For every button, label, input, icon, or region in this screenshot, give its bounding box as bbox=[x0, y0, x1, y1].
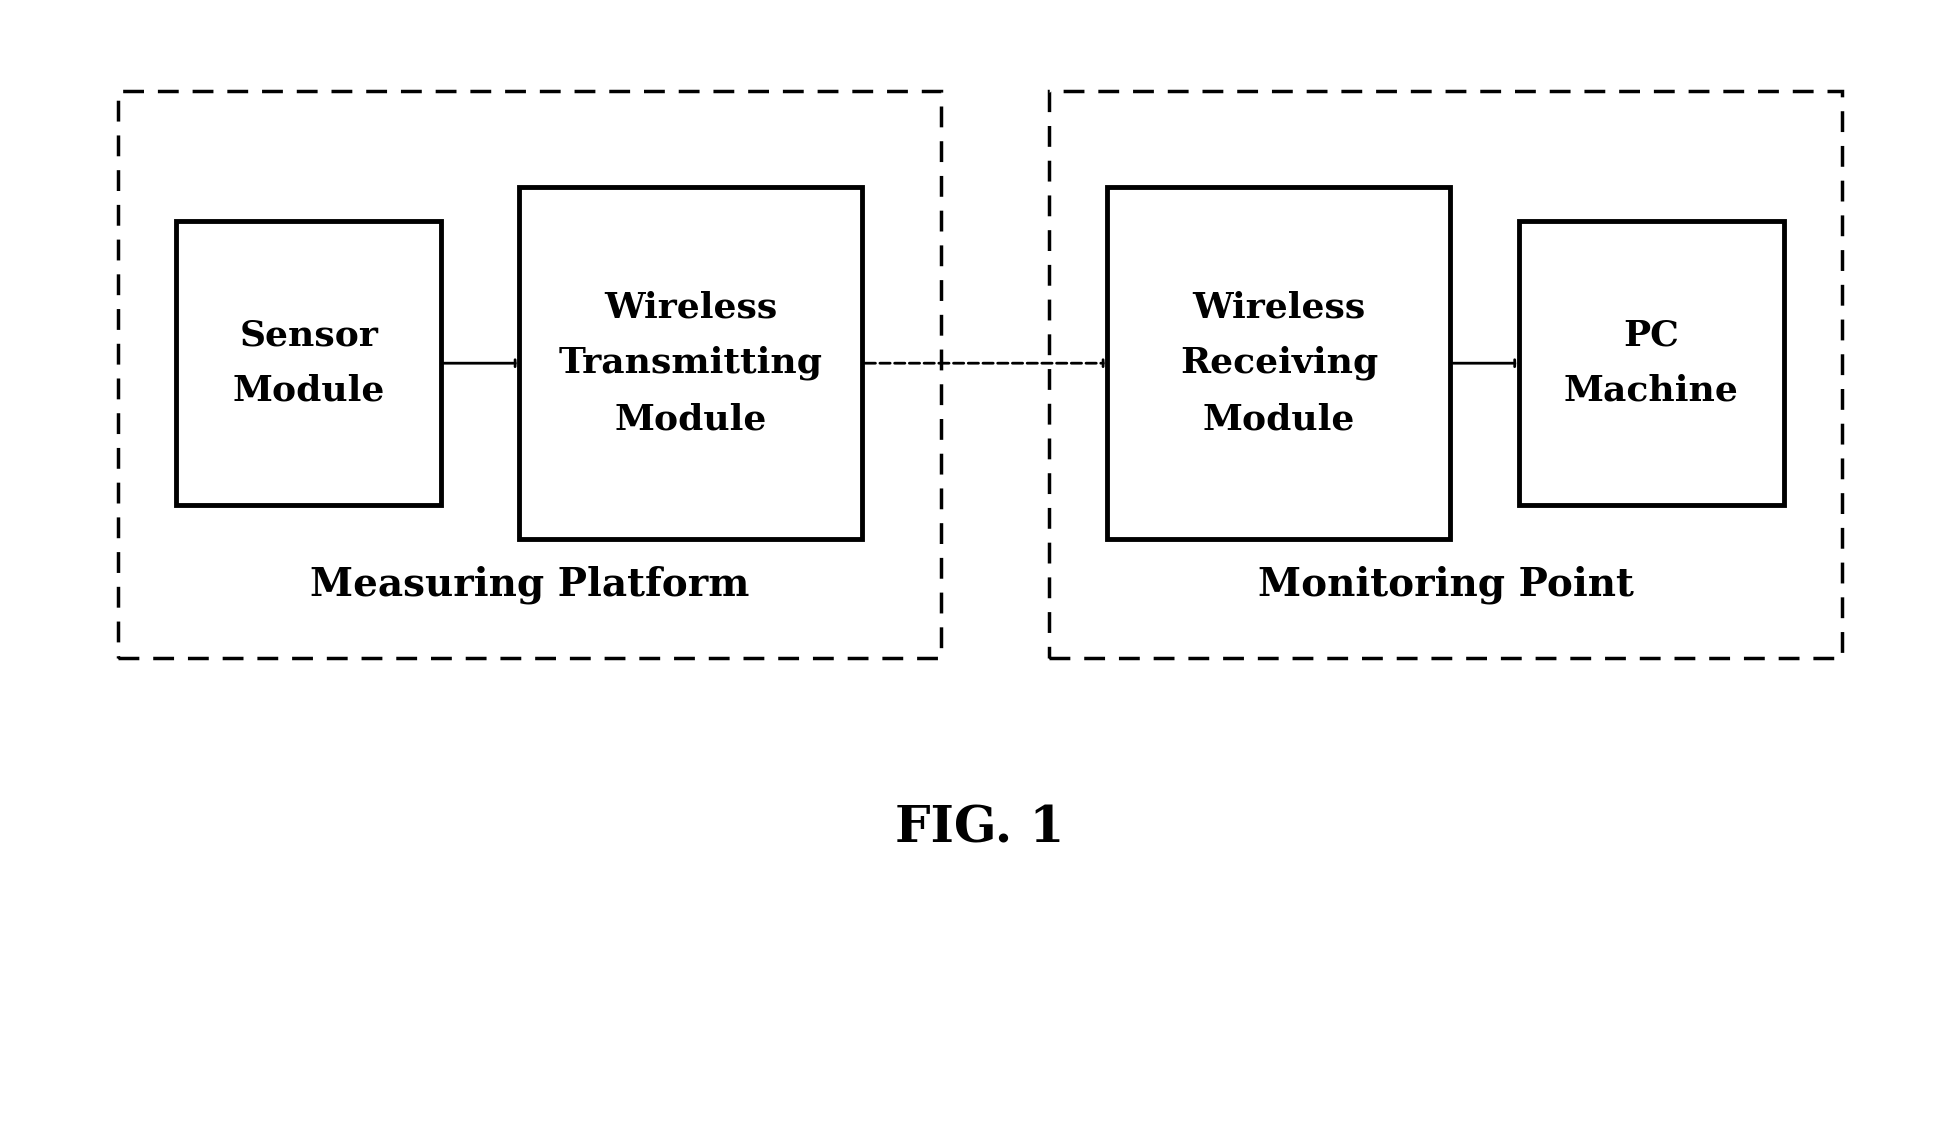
Text: PC
Machine: PC Machine bbox=[1564, 319, 1739, 407]
Text: Measuring Platform: Measuring Platform bbox=[310, 565, 749, 604]
Text: Sensor
Module: Sensor Module bbox=[233, 319, 384, 407]
Text: Monitoring Point: Monitoring Point bbox=[1258, 565, 1633, 604]
Text: Wireless
Receiving
Module: Wireless Receiving Module bbox=[1180, 291, 1378, 436]
Text: FIG. 1: FIG. 1 bbox=[896, 804, 1064, 854]
Text: Wireless
Transmitting
Module: Wireless Transmitting Module bbox=[559, 291, 823, 436]
Bar bbox=[1107, 187, 1450, 539]
Bar bbox=[176, 221, 441, 505]
Bar bbox=[1519, 221, 1784, 505]
Bar bbox=[118, 91, 941, 658]
Bar bbox=[519, 187, 862, 539]
Bar bbox=[1049, 91, 1842, 658]
